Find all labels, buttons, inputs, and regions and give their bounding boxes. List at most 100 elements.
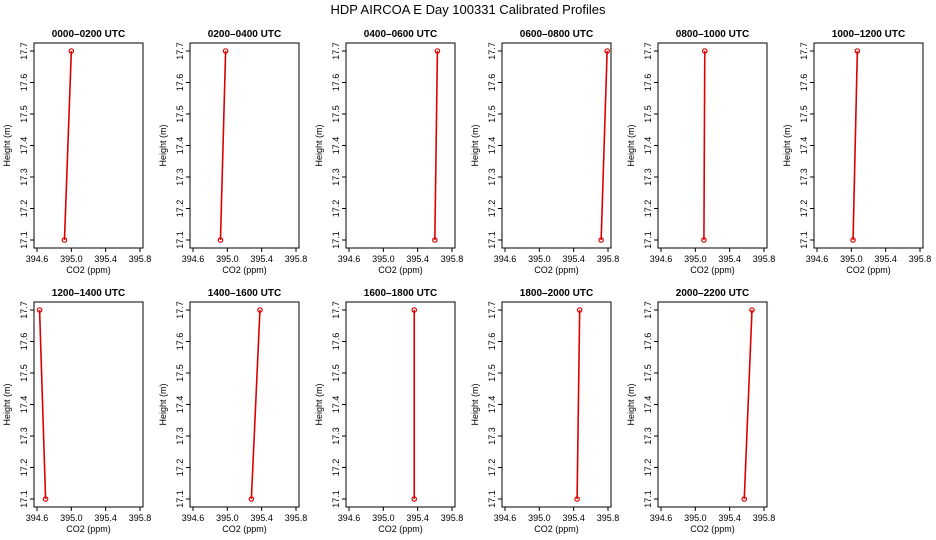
y-tick-label: 17.4 [331, 396, 341, 414]
profile-line [38, 309, 47, 500]
data-point [434, 48, 441, 54]
y-tick-label: 17.4 [331, 137, 341, 155]
x-tick-label: 394.6 [650, 513, 673, 523]
y-tick-label: 17.5 [331, 364, 341, 382]
x-tick-label: 395.0 [684, 513, 707, 523]
y-tick-label: 17.3 [331, 168, 341, 186]
y-tick-label: 17.3 [331, 427, 341, 445]
x-tick-label: 395.0 [372, 254, 395, 264]
y-axis-label: Height (m) [782, 124, 792, 166]
panel-6: 1000–1200 UTC 394.6 395.0 395.4 395.8 17.1 17.… [782, 29, 931, 275]
y-tick-label: 17.3 [19, 427, 29, 445]
y-tick-label: 17.2 [643, 200, 653, 218]
x-tick-label: 395.8 [129, 513, 152, 523]
y-tick-label: 17.3 [19, 168, 29, 186]
y-axis-label: Height (m) [158, 124, 168, 166]
x-tick-label: 395.8 [129, 254, 152, 264]
y-tick-label: 17.5 [175, 105, 185, 123]
panel-10: 1800–2000 UTC 394.6 395.0 395.4 395.8 17.1 17.… [470, 288, 619, 534]
data-point [741, 496, 748, 502]
x-tick-label: 395.8 [441, 513, 464, 523]
profile-line [852, 50, 859, 241]
y-tick-label: 17.5 [487, 364, 497, 382]
data-point [257, 307, 263, 313]
x-tick-label: 395.4 [406, 254, 429, 264]
profile-line [434, 50, 439, 241]
y-tick-label: 17.3 [799, 168, 809, 186]
plot-frame [33, 301, 144, 508]
x-tick-label: 394.6 [182, 513, 205, 523]
y-tick-label: 17.4 [643, 137, 653, 155]
data-point [248, 496, 255, 502]
data-point [749, 307, 755, 313]
panel-11: 2000–2200 UTC 394.6 395.0 395.4 395.8 17.1 17.… [626, 288, 775, 534]
y-tick-label: 17.6 [175, 74, 185, 92]
x-tick-label: 395.8 [909, 254, 932, 264]
y-tick-label: 17.3 [487, 168, 497, 186]
x-tick-label: 394.6 [182, 254, 205, 264]
plot-frame [501, 301, 612, 508]
y-tick-label: 17.4 [487, 396, 497, 414]
x-tick-label: 395.8 [753, 254, 776, 264]
y-axis-label: Height (m) [2, 124, 12, 166]
y-tick-label: 17.3 [643, 427, 653, 445]
y-tick-label: 17.4 [487, 137, 497, 155]
y-axis-label: Height (m) [2, 383, 12, 425]
y-tick-label: 17.6 [19, 74, 29, 92]
panel-title: 0000–0200 UTC [52, 29, 125, 40]
data-point [61, 237, 68, 243]
y-tick-label: 17.6 [19, 333, 29, 351]
x-axis-label: CO2 (ppm) [66, 265, 111, 275]
y-tick-label: 17.5 [175, 364, 185, 382]
panel-5: 0800–1000 UTC 394.6 395.0 395.4 395.8 17.1 17.… [626, 29, 775, 275]
y-tick-label: 17.7 [331, 301, 341, 319]
y-tick-label: 17.3 [487, 427, 497, 445]
data-point [701, 237, 707, 243]
y-tick-label: 17.7 [643, 42, 653, 60]
x-axis-label: CO2 (ppm) [534, 524, 579, 534]
plot-frame [813, 42, 924, 249]
y-tick-label: 17.1 [175, 231, 185, 249]
x-tick-label: 395.4 [94, 513, 117, 523]
y-tick-label: 17.2 [175, 200, 185, 218]
y-axis-label: Height (m) [314, 383, 324, 425]
panel-title: 2000–2200 UTC [676, 288, 749, 299]
data-point [432, 237, 438, 243]
x-tick-label: 395.4 [562, 254, 585, 264]
x-axis-label: CO2 (ppm) [690, 265, 735, 275]
panel-4: 0600–0800 UTC 394.6 395.0 395.4 395.8 17.1 17.… [470, 29, 619, 275]
y-tick-label: 17.6 [643, 74, 653, 92]
y-tick-label: 17.5 [487, 105, 497, 123]
y-tick-label: 17.1 [175, 490, 185, 508]
y-tick-label: 17.1 [331, 231, 341, 249]
data-point [854, 48, 861, 54]
x-tick-label: 395.4 [874, 254, 897, 264]
x-tick-label: 395.0 [372, 513, 395, 523]
plot-frame [345, 301, 456, 508]
y-tick-label: 17.5 [19, 364, 29, 382]
panel-title: 1000–1200 UTC [832, 29, 905, 40]
profile-line [600, 50, 608, 241]
x-tick-label: 395.8 [597, 254, 620, 264]
x-axis-label: CO2 (ppm) [846, 265, 891, 275]
y-axis-label: Height (m) [158, 383, 168, 425]
y-tick-label: 17.7 [487, 301, 497, 319]
x-tick-label: 394.6 [26, 254, 49, 264]
x-axis-label: CO2 (ppm) [534, 265, 579, 275]
y-tick-label: 17.2 [331, 459, 341, 477]
panel-8: 1400–1600 UTC 394.6 395.0 395.4 395.8 17.1 17.… [158, 288, 307, 534]
panel-title: 1800–2000 UTC [520, 288, 593, 299]
y-tick-label: 17.2 [799, 200, 809, 218]
profile-line [63, 50, 73, 241]
data-point [68, 48, 75, 54]
y-tick-label: 17.5 [331, 105, 341, 123]
y-tick-label: 17.1 [643, 490, 653, 508]
x-tick-label: 394.6 [338, 254, 361, 264]
x-tick-label: 395.8 [597, 513, 620, 523]
y-tick-label: 17.2 [175, 459, 185, 477]
panel-title: 0400–0600 UTC [364, 29, 437, 40]
x-tick-label: 395.8 [441, 254, 464, 264]
y-tick-label: 17.5 [643, 364, 653, 382]
y-tick-label: 17.1 [487, 231, 497, 249]
